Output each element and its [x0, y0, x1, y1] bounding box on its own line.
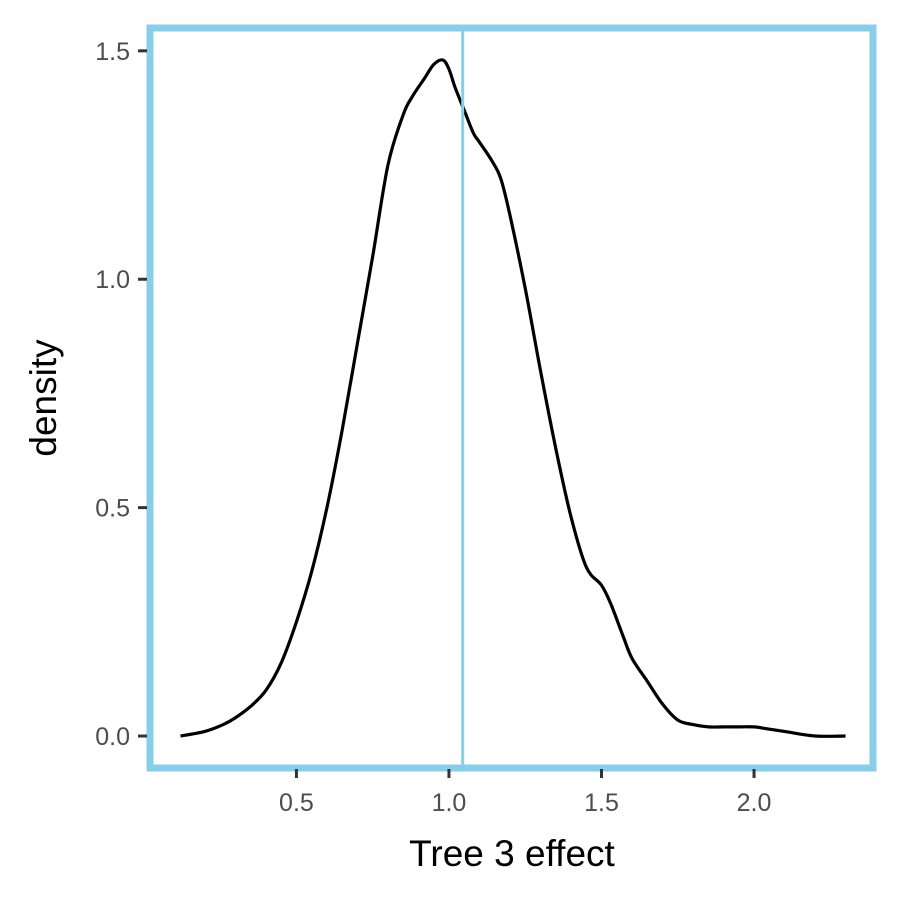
y-tick-label: 0.5 [95, 495, 130, 523]
x-axis: 0.5 1.0 1.5 2.0 [279, 769, 771, 817]
y-tick-label: 1.0 [95, 266, 130, 294]
density-curve [180, 58, 846, 738]
plot-panel-background [150, 28, 873, 768]
y-tick-label: 1.5 [95, 38, 130, 66]
x-tick-label: 0.5 [279, 789, 314, 817]
x-axis-title: Tree 3 effect [409, 833, 615, 874]
x-tick-label: 1.5 [584, 789, 619, 817]
y-axis-title: density [23, 339, 64, 457]
x-tick-label: 1.0 [432, 789, 467, 817]
panel-border [146, 24, 877, 772]
y-tick-label: 0.0 [95, 723, 130, 751]
y-axis: 0.0 0.5 1.0 1.5 [95, 38, 147, 751]
x-tick-label: 2.0 [737, 789, 772, 817]
